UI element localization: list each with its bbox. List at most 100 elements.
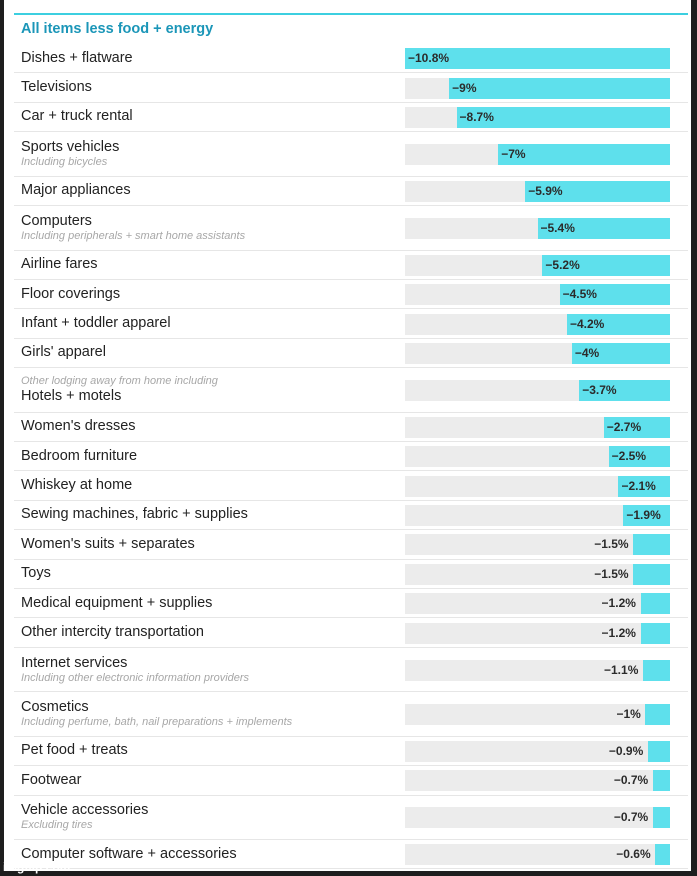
bar-track: −2.7% [405,416,670,438]
table-row: Airline fares −5.2% [14,251,688,280]
row-label-group: Other lodging away from home including Ho… [21,368,401,412]
value-label: −1% [616,707,641,721]
value-label: −8.7% [459,109,494,124]
category-label: Major appliances [21,182,131,199]
row-label-group: Women's suits + separates [21,530,401,558]
row-label-group: Pet food + treats [21,737,401,765]
table-row: Women's dresses −2.7% [14,413,688,443]
bar-mark [608,446,670,468]
row-label-group: Other intercity transportation [21,618,401,646]
bar-mark [640,622,670,644]
bar-track: −1.1% [405,659,670,681]
row-label-group: Car + truck rental [21,103,401,131]
bar-mark [603,416,670,438]
bar-mark [525,180,670,202]
row-label-group: Sports vehicles Including bicycles [21,132,401,176]
category-label: Sports vehicles [21,138,120,155]
value-label: −7% [501,146,526,161]
category-label: Pet food + treats [21,742,128,759]
table-row: Footwear −0.7% [14,766,688,796]
bar-track: −0.9% [405,740,670,762]
value-label: −10.8% [408,51,450,66]
bar-mark [652,807,670,829]
value-label: −1.5% [594,537,629,552]
bar-mark [633,563,670,585]
table-row: Toys −1.5% [14,560,688,589]
category-label: Footwear [21,771,82,788]
category-label: Toys [21,565,51,582]
bar-track: −4.2% [405,313,670,335]
table-row: Women's suits + separates −1.5% [14,530,688,560]
bar-mark [571,342,670,364]
bar-mark [542,254,670,276]
bar-track: −1% [405,704,670,725]
bar-track: −4% [405,342,670,364]
row-label-group: Vehicle accessories Excluding tires [21,796,401,840]
bar-track: −10.8% [405,48,670,70]
category-label: Girls' apparel [21,344,106,361]
value-label: −9% [452,80,477,95]
row-label-group: Whiskey at home [21,471,401,499]
category-label: Computers [21,212,92,229]
category-label: Computer software + accessories [21,845,237,862]
value-label: −2.5% [611,449,647,464]
row-label-group: Toys [21,560,401,588]
bar-track: −1.5% [405,534,670,556]
category-note: Including bicycles [21,155,108,168]
category-label: Dishes + flatware [21,49,133,66]
watermark-text: imgflip.com [3,860,71,874]
table-row: Car + truck rental −8.7% [14,103,688,133]
value-label: −1.1% [604,662,639,677]
value-label: −4% [574,345,600,360]
bar-mark [456,106,670,128]
category-label: Sewing machines, fabric + supplies [21,506,248,523]
table-row: Floor coverings −4.5% [14,280,688,310]
bar-mark [405,48,670,70]
bar-mark [449,77,670,99]
value-label: −1.2% [601,625,636,640]
value-label: −0.7% [613,810,649,825]
bar-track: −5.2% [405,254,670,276]
row-label-group: Computers Including peripherals + smart h… [21,206,401,250]
bar-track: −1.9% [405,504,670,526]
bar-track: −8.7% [405,106,670,128]
value-label: −5.9% [528,183,563,198]
category-label: Hotels + motels [21,387,122,404]
bar-track: −2.5% [405,446,670,468]
bar-track: −0.7% [405,770,670,792]
bar-mark [652,770,670,792]
row-label-group: Computer software + accessories [21,840,401,868]
bar-mark [655,844,670,866]
top-rule [14,13,688,15]
bar-track: −0.7% [405,807,670,829]
row-label-group: Floor coverings [21,280,401,308]
row-label-group: Major appliances [21,177,401,205]
row-label-group: Airline fares [21,251,401,279]
bar-track: −9% [405,77,670,99]
bar-mark [566,313,670,335]
bar-track: −1.2% [405,593,670,615]
chart-title: All items less food + energy [21,21,214,37]
row-label-group: Footwear [21,766,401,794]
category-label: Airline fares [21,256,98,273]
value-label: −5.2% [545,257,580,272]
category-label: Medical equipment + supplies [21,594,213,611]
table-row: Medical equipment + supplies −1.2% [14,589,688,619]
bar-mark [623,504,670,526]
bar-mark [643,659,670,681]
category-label: Floor coverings [21,285,121,302]
row-label-group: Bedroom furniture [21,442,401,470]
table-row: Cosmetics Including perfume, bath, nail p… [14,692,688,737]
bar-mark [559,284,670,306]
chart-rows: Dishes + flatware −10.8% Televisions −9% Car… [14,44,688,870]
row-label-group: Internet services Including other electro… [21,648,401,692]
bar-track: −7% [405,143,670,165]
category-label: Women's dresses [21,418,136,435]
value-label: −5.4% [540,220,575,235]
frame-right-border [691,0,697,876]
bar-mark [640,593,670,615]
table-row: Infant + toddler apparel −4.2% [14,309,688,339]
bar-mark [647,740,670,762]
bar-track: −4.5% [405,284,670,306]
row-label-group: Women's dresses [21,413,401,441]
